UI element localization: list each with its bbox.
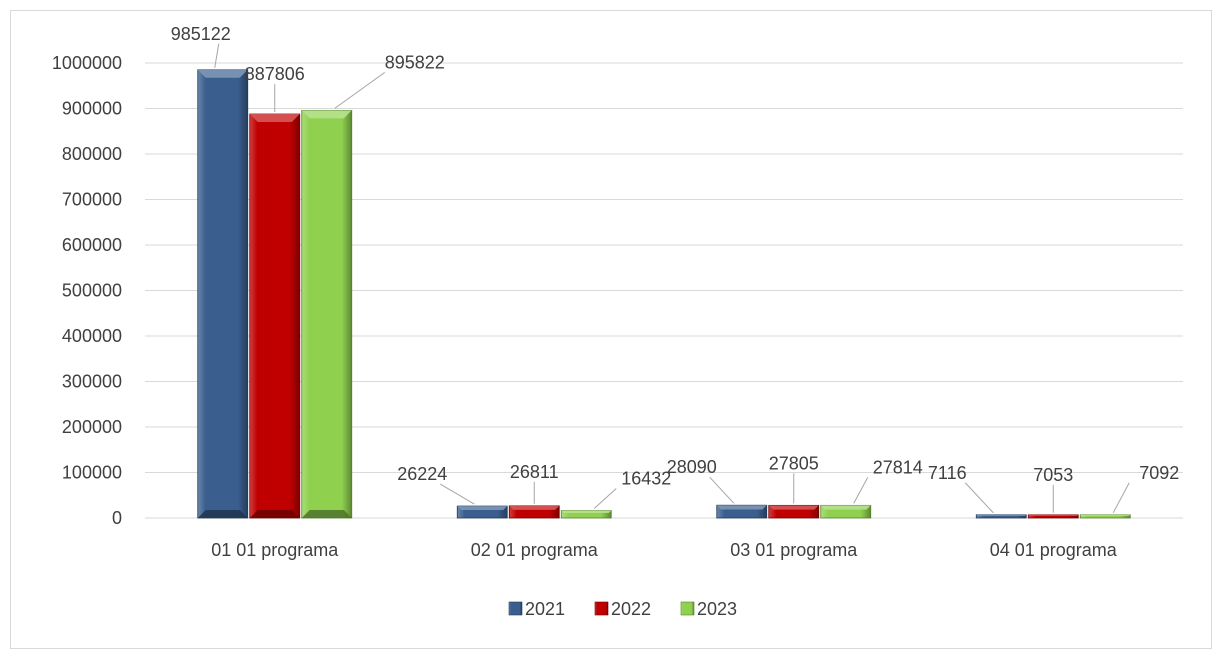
bar-2023-1 xyxy=(301,110,353,519)
y-tick-label: 200000 xyxy=(62,417,122,437)
y-tick-label: 900000 xyxy=(62,99,122,119)
y-tick-label: 800000 xyxy=(62,144,122,164)
data-label-2023-1: 895822 xyxy=(385,52,445,72)
bar-2021-3 xyxy=(716,504,768,519)
data-label-2022-3: 27805 xyxy=(769,453,819,473)
y-tick-label: 100000 xyxy=(62,463,122,483)
bar-2022-3 xyxy=(768,504,820,519)
bar-2021-1 xyxy=(197,69,249,519)
data-label-leader xyxy=(709,476,735,504)
legend: 2021 2022 2023 xyxy=(508,599,737,619)
bar-2023-2 xyxy=(560,510,612,519)
y-tick-label: 400000 xyxy=(62,326,122,346)
data-label-2022-1: 887806 xyxy=(245,64,305,84)
y-tick-label: 0 xyxy=(112,508,122,528)
data-label-leader xyxy=(1112,482,1130,514)
x-tick-label: 03 01 programa xyxy=(730,540,858,560)
legend-label: 2022 xyxy=(611,599,651,619)
bar-2021-2 xyxy=(456,505,508,519)
y-tick-label: 700000 xyxy=(62,190,122,210)
data-label-leader xyxy=(593,488,617,509)
data-label-leader xyxy=(964,482,994,514)
bar-2021-4 xyxy=(975,514,1027,519)
data-label-leader xyxy=(214,43,220,68)
x-tick-label: 01 01 programa xyxy=(211,540,339,560)
data-label-2021-2: 26224 xyxy=(397,464,447,484)
legend-label: 2023 xyxy=(697,599,737,619)
data-label-leader xyxy=(439,483,475,505)
data-label-2023-2: 16432 xyxy=(621,469,671,489)
legend-label: 2021 xyxy=(525,599,565,619)
data-label-2021-1: 985122 xyxy=(171,24,231,44)
data-label-2021-4: 7116 xyxy=(928,463,967,483)
legend-swatch xyxy=(594,601,609,616)
data-label-2022-2: 26811 xyxy=(510,462,559,482)
data-label-leader xyxy=(853,477,869,504)
data-label-2023-4: 7092 xyxy=(1139,463,1179,483)
y-tick-label: 300000 xyxy=(62,372,122,392)
gridlines xyxy=(145,62,1183,519)
y-tick-label: 500000 xyxy=(62,281,122,301)
data-label-2021-3: 28090 xyxy=(667,457,717,477)
y-axis-ticks: 0 100000 200000 300000 400000 500000 600000 700… xyxy=(52,53,122,528)
y-tick-label: 600000 xyxy=(62,235,122,255)
bar-2022-2 xyxy=(508,505,560,519)
legend-swatch xyxy=(680,601,695,616)
bar-2022-1 xyxy=(249,113,301,519)
x-tick-label: 04 01 programa xyxy=(990,540,1118,560)
data-label-leader xyxy=(334,71,386,109)
bar-2022-4 xyxy=(1027,514,1079,519)
x-tick-label: 02 01 programa xyxy=(471,540,599,560)
data-label-2023-3: 27814 xyxy=(873,457,923,477)
legend-item-2023: 2023 xyxy=(680,599,737,619)
bar-2023-3 xyxy=(820,504,872,519)
data-label-2022-4: 7053 xyxy=(1033,465,1073,485)
bar-2023-4 xyxy=(1079,514,1131,519)
legend-swatch xyxy=(508,601,523,616)
y-tick-label: 1000000 xyxy=(52,53,122,73)
legend-item-2021: 2021 xyxy=(508,599,565,619)
x-axis-ticks: 01 01 programa 02 01 programa 03 01 progra… xyxy=(211,540,1118,560)
bars xyxy=(197,69,1131,519)
legend-item-2022: 2022 xyxy=(594,599,651,619)
